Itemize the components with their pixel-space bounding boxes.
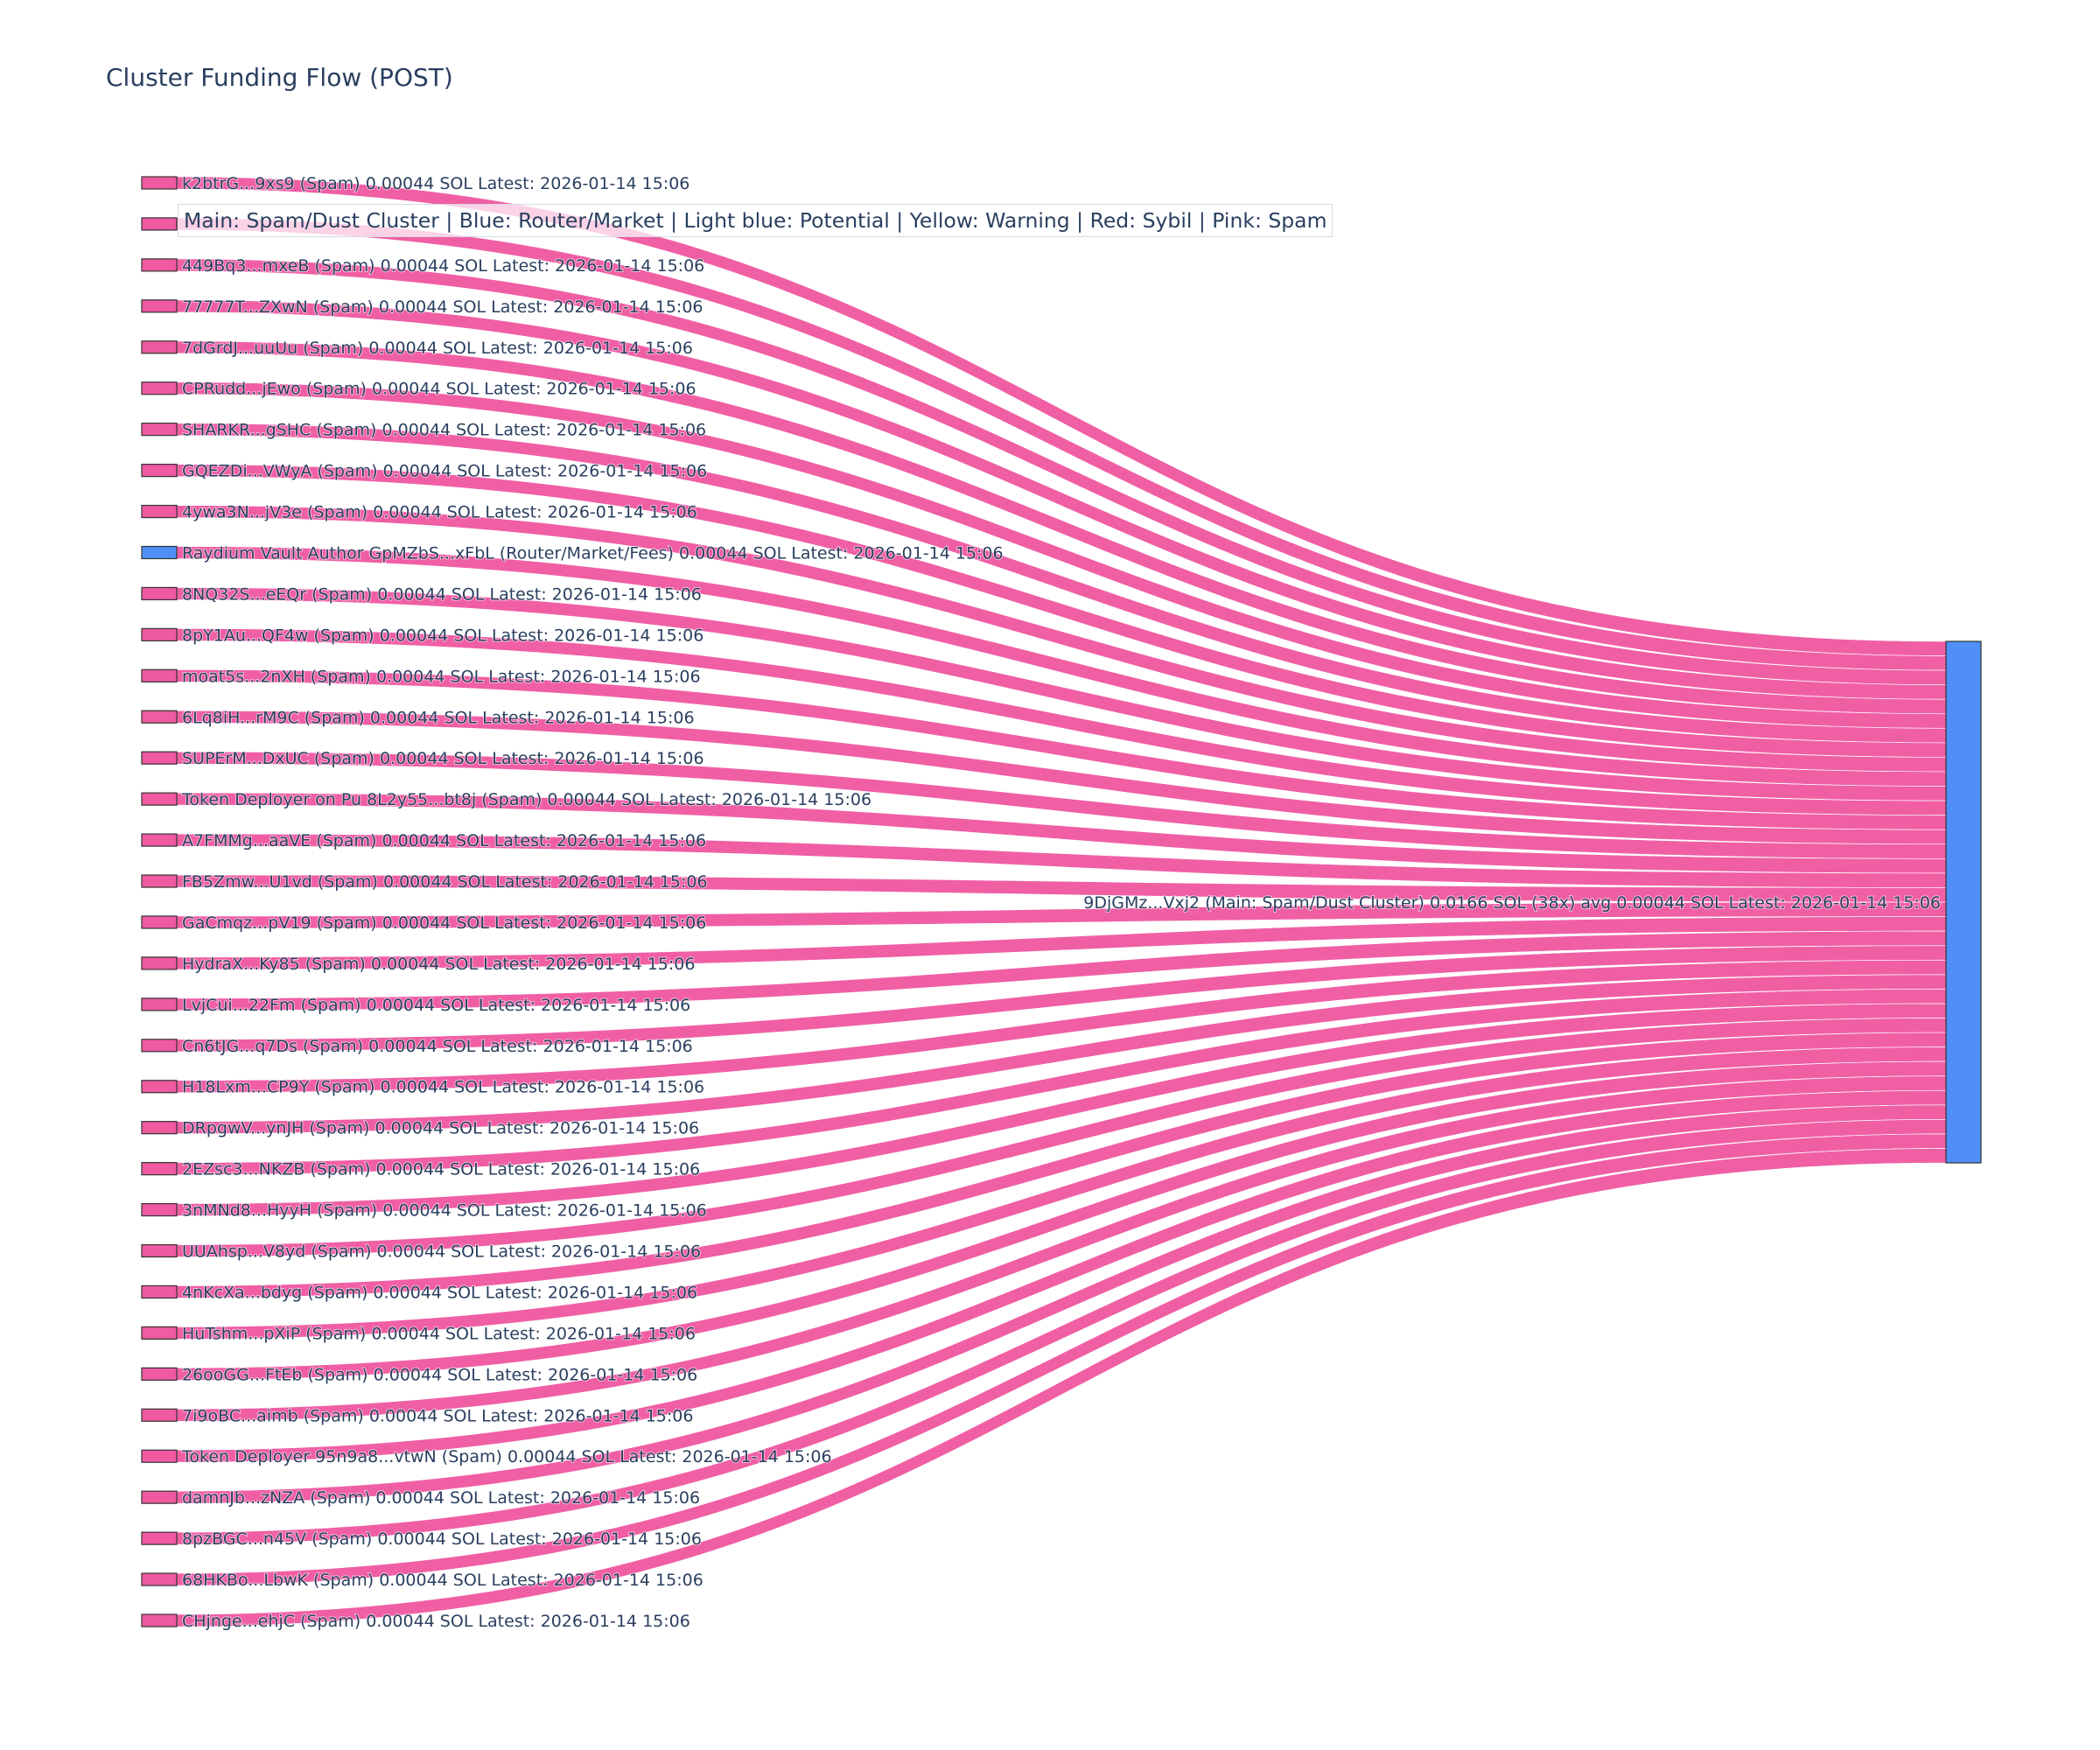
source-node[interactable] — [141, 1080, 178, 1094]
source-node[interactable] — [141, 299, 178, 313]
source-node[interactable] — [141, 1572, 178, 1586]
source-node[interactable] — [141, 423, 178, 437]
source-node[interactable] — [141, 382, 178, 396]
source-nodes — [141, 176, 178, 1628]
source-node-label: Token Deployer 95n9a8...vtwN (Spam) 0.00… — [181, 1447, 832, 1466]
chart-title: Cluster Funding Flow (POST) — [106, 63, 453, 92]
source-node[interactable] — [141, 340, 178, 354]
source-node[interactable] — [141, 586, 178, 601]
source-node-label: GaCmqz...pV19 (Spam) 0.00044 SOL Latest:… — [182, 914, 706, 933]
source-node-label: A7FMMg...aaVE (Spam) 0.00044 SOL Latest:… — [182, 831, 706, 850]
source-node[interactable] — [141, 833, 178, 847]
source-node[interactable] — [141, 710, 178, 724]
source-node[interactable] — [141, 1614, 178, 1628]
source-node-label: 3nMNd8...HyyH (Spam) 0.00044 SOL Latest:… — [182, 1201, 707, 1221]
source-node[interactable] — [141, 176, 178, 190]
source-node-label: 8pY1Au...QF4w (Spam) 0.00044 SOL Latest:… — [182, 626, 704, 645]
source-node[interactable] — [141, 668, 178, 682]
source-node[interactable] — [141, 217, 178, 231]
source-node[interactable] — [141, 1408, 178, 1422]
source-node-label: GQEZDi...VWyA (Spam) 0.00044 SOL Latest:… — [182, 462, 707, 481]
source-node-label: CHjnge...ehjC (Spam) 0.00044 SOL Latest:… — [182, 1612, 690, 1631]
sankey-links — [176, 176, 1947, 1628]
source-node[interactable] — [141, 1367, 178, 1381]
source-node-label: 449Bq3...mxeB (Spam) 0.00044 SOL Latest:… — [182, 256, 704, 276]
source-node[interactable] — [141, 874, 178, 888]
source-node[interactable] — [141, 998, 178, 1012]
source-node[interactable] — [141, 1202, 178, 1217]
source-node[interactable] — [141, 1039, 178, 1053]
source-node-label: 77777T...ZXwN (Spam) 0.00044 SOL Latest:… — [182, 298, 704, 317]
source-node-label: damnJb...zNZA (Spam) 0.00044 SOL Latest:… — [182, 1488, 700, 1508]
source-node-label: 8NQ32S...eEQr (Spam) 0.00044 SOL Latest:… — [182, 584, 702, 604]
legend-note: Main: Spam/Dust Cluster | Blue: Router/M… — [178, 204, 1334, 237]
source-node-label: CPRudd...jEwo (Spam) 0.00044 SOL Latest:… — [182, 380, 696, 399]
source-node[interactable] — [141, 545, 178, 560]
source-node[interactable] — [141, 463, 178, 478]
source-node-label: Token Deployer on Pu 8L2y55...bt8j (Spam… — [181, 790, 872, 809]
source-node-label: Raydium Vault Author GpMZbS...xFbL (Rout… — [182, 543, 1004, 563]
target-node[interactable] — [1945, 640, 1982, 1164]
source-node-label: HydraX...Ky85 (Spam) 0.00044 SOL Latest:… — [182, 955, 695, 974]
source-node-label: 2EZsc3...NKZB (Spam) 0.00044 SOL Latest:… — [182, 1160, 700, 1180]
source-node-label: 8pzBGC...n45V (Spam) 0.00044 SOL Latest:… — [182, 1530, 702, 1549]
source-node-label: 7i9oBC...aimb (Spam) 0.00044 SOL Latest:… — [182, 1406, 693, 1425]
source-node-label: moat5s...2nXH (Spam) 0.00044 SOL Latest:… — [182, 667, 701, 686]
source-node[interactable] — [141, 792, 178, 806]
source-node-label: HuTshm...pXiP (Spam) 0.00044 SOL Latest:… — [182, 1324, 696, 1343]
source-node[interactable] — [141, 1326, 178, 1340]
source-node[interactable] — [141, 1284, 178, 1299]
source-node-label: H18Lxm...CP9Y (Spam) 0.00044 SOL Latest:… — [182, 1078, 704, 1097]
source-node-label: UUAhsp...V8yd (Spam) 0.00044 SOL Latest:… — [182, 1242, 701, 1262]
source-node-label: LvjCui...22Fm (Spam) 0.00044 SOL Latest:… — [182, 996, 690, 1015]
target-node-group — [1945, 640, 1982, 1164]
source-node-label: SUPErM...DxUC (Spam) 0.00044 SOL Latest:… — [182, 749, 704, 768]
source-node-label: Cn6tJG...q7Ds (Spam) 0.00044 SOL Latest:… — [182, 1037, 693, 1056]
source-node-label: DRpgwV...ynJH (Spam) 0.00044 SOL Latest:… — [182, 1119, 699, 1138]
source-node[interactable] — [141, 627, 178, 641]
source-node[interactable] — [141, 1121, 178, 1135]
source-node[interactable] — [141, 915, 178, 929]
source-node[interactable] — [141, 504, 178, 519]
source-node[interactable] — [141, 751, 178, 765]
source-node-label: 7dGrdJ...uuUu (Spam) 0.00044 SOL Latest:… — [182, 339, 693, 358]
source-node[interactable] — [141, 1490, 178, 1504]
source-node[interactable] — [141, 1243, 178, 1258]
source-node-label: SHARKR...gSHC (Spam) 0.00044 SOL Latest:… — [182, 421, 706, 440]
source-node[interactable] — [141, 1162, 178, 1176]
source-node[interactable] — [141, 1531, 178, 1545]
source-node[interactable] — [141, 1449, 178, 1463]
source-node-label: 4nKcXa...bdyg (Spam) 0.00044 SOL Latest:… — [182, 1283, 697, 1302]
source-node-label: k2btrG...9xs9 (Spam) 0.00044 SOL Latest:… — [182, 174, 690, 193]
source-node-label: FB5Zmw...U1vd (Spam) 0.00044 SOL Latest:… — [182, 872, 708, 892]
source-node-label: 26ooGG...FtEb (Spam) 0.00044 SOL Latest:… — [182, 1365, 697, 1384]
source-node-label: 4ywa3N...jV3e (Spam) 0.00044 SOL Latest:… — [182, 503, 697, 522]
source-node[interactable] — [141, 258, 178, 272]
source-node[interactable] — [141, 956, 178, 970]
source-node-label: 68HKBo...LbwK (Spam) 0.00044 SOL Latest:… — [182, 1571, 704, 1590]
target-node-label: 9DjGMz...Vxj2 (Main: Spam/Dust Cluster) … — [1083, 893, 1941, 913]
node-labels: k2btrG...9xs9 (Spam) 0.00044 SOL Latest:… — [180, 173, 1942, 1632]
source-node-label: 6Lq8iH...rM9C (Spam) 0.00044 SOL Latest:… — [182, 708, 695, 727]
